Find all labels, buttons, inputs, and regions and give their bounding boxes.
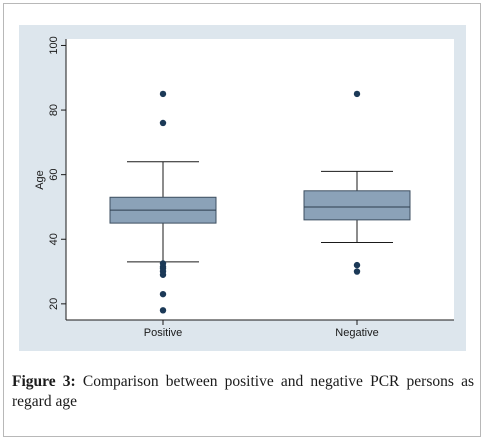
y-tick-label: 100 [48,36,60,54]
y-axis: 20 40 60 80 100 [48,36,67,320]
outlier-point [159,290,167,298]
x-tick-label: Positive [144,327,183,339]
outlier-point [353,261,361,269]
outlier-point [159,90,167,98]
figure-caption: Figure 3: Comparison between positive an… [12,372,474,412]
y-tick-label: 40 [48,233,60,245]
plot-area [66,39,454,320]
y-tick-label: 60 [48,169,60,181]
box-positive [109,90,217,314]
outlier-point [353,268,361,275]
outlier-point [159,307,167,314]
x-tick-label: Negative [335,327,378,339]
x-axis: Positive Negative [66,319,454,339]
y-axis-title: Age [34,170,46,190]
iqr-box [303,190,411,221]
y-tick-label: 20 [48,298,60,310]
caption-text: Comparison between positive and negative… [12,373,474,410]
y-tick-label: 80 [48,104,60,116]
caption-label: Figure 3: [12,373,76,390]
box-negative [303,90,411,275]
box-group [109,90,411,314]
plot-region [66,39,454,320]
outlier-point [159,271,167,278]
outlier-point [353,90,361,98]
outlier-point [159,119,167,127]
